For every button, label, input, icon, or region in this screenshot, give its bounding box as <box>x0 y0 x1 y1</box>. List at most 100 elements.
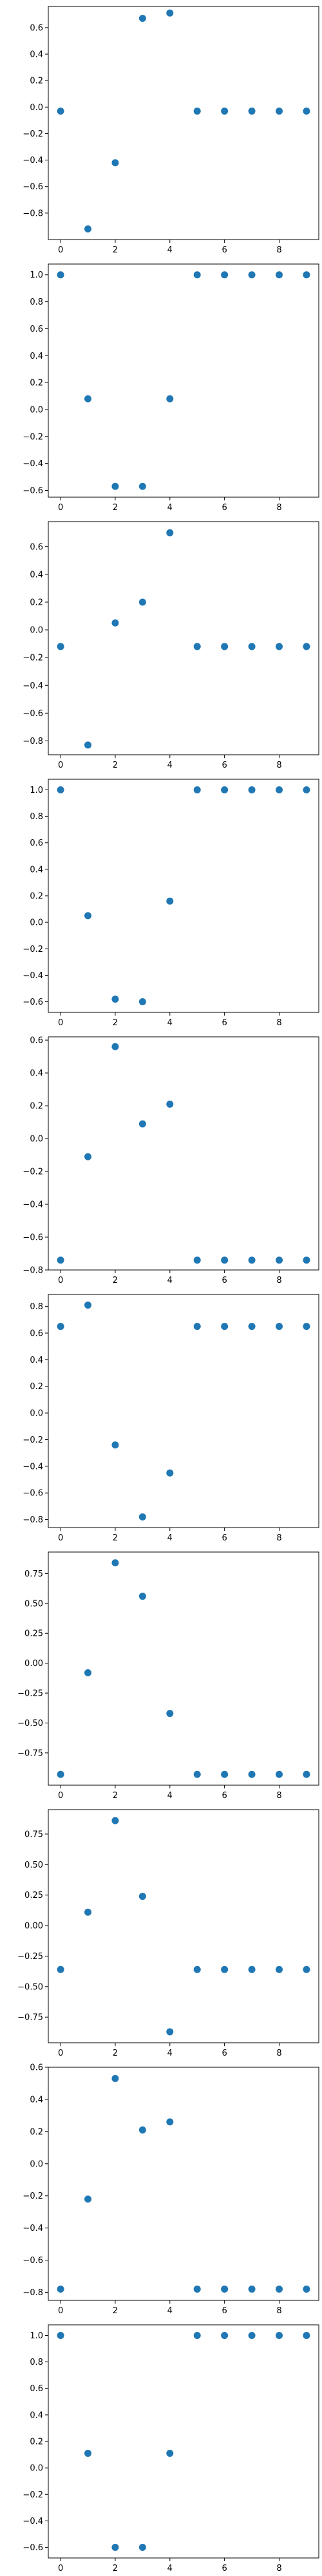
data-point <box>138 998 146 1006</box>
data-point <box>303 1323 310 1331</box>
x-tick-label: 6 <box>222 503 227 513</box>
data-point <box>248 107 256 115</box>
x-tick-label: 2 <box>113 245 118 255</box>
y-tick-label: 0.4 <box>30 2095 43 2105</box>
y-tick-label: −0.4 <box>23 681 43 691</box>
x-tick-label: 0 <box>58 1018 63 1028</box>
x-tick-label: 8 <box>276 761 281 770</box>
plot-area <box>48 2067 319 2301</box>
y-tick-label: −0.4 <box>23 2224 43 2233</box>
data-point <box>303 1256 310 1264</box>
x-tick-label: 2 <box>113 1018 118 1028</box>
x-tick-label: 8 <box>276 2049 281 2058</box>
data-point <box>57 643 64 650</box>
data-point <box>111 482 119 490</box>
data-point <box>166 1469 174 1477</box>
data-point <box>193 2286 201 2293</box>
x-tick-label: 4 <box>167 2049 173 2058</box>
y-tick-label: 0.00 <box>24 1922 43 1931</box>
y-tick-label: 0.2 <box>30 2438 43 2447</box>
x-tick-label: 4 <box>167 245 173 255</box>
chart-panel-6: 0.8 0.6 0.4 0.2 0.0 −0.2 −0.4 −0.6 −0.8 0 2 4 6 8 <box>23 1294 319 1543</box>
x-tick-label: 6 <box>222 1276 227 1285</box>
y-tick-label: −0.6 <box>23 1489 43 1499</box>
data-point <box>57 1323 64 1331</box>
data-point <box>303 107 310 115</box>
data-point <box>275 1323 283 1331</box>
data-point <box>275 1965 283 1973</box>
y-tick-label: −0.6 <box>23 998 43 1007</box>
x-tick-label: 8 <box>276 2306 281 2316</box>
chart-panel-3: 0.6 0.4 0.2 0.0 −0.2 −0.4 −0.6 −0.8 0 2 4 6 8 <box>23 521 319 770</box>
x-tick-label: 8 <box>276 2564 281 2573</box>
data-point <box>248 1770 256 1778</box>
y-tick-label: 0.4 <box>30 1356 43 1365</box>
data-point <box>138 1120 146 1128</box>
data-point <box>221 1965 229 1973</box>
y-tick-label: 0.6 <box>30 838 43 848</box>
y-tick-label: −0.25 <box>17 1689 43 1699</box>
x-tick-label: 4 <box>167 2564 173 2573</box>
y-tick-label: 0.4 <box>30 352 43 361</box>
plot-area <box>48 6 319 240</box>
x-tick-label: 8 <box>276 245 281 255</box>
data-point <box>221 1323 229 1331</box>
data-point <box>84 225 92 233</box>
data-point <box>111 1441 119 1449</box>
x-tick-label: 0 <box>58 503 63 513</box>
y-tick-label: 0.2 <box>30 892 43 902</box>
y-tick-label: 0.6 <box>30 2384 43 2394</box>
data-point <box>193 1770 201 1778</box>
y-tick-label: 0.75 <box>24 1830 43 1839</box>
data-point <box>111 2074 119 2082</box>
y-tick-label: −0.6 <box>23 2256 43 2266</box>
data-point <box>84 395 92 402</box>
y-tick-label: 0.00 <box>24 1659 43 1669</box>
data-point <box>275 1770 283 1778</box>
data-point <box>138 1593 146 1600</box>
y-tick-label: 0.50 <box>24 1861 43 1870</box>
data-point <box>111 995 119 1003</box>
chart-panel-5: 0.6 0.4 0.2 0.0 −0.2 −0.4 −0.6 −0.8 0 2 4 6 8 <box>23 1036 319 1285</box>
data-point <box>275 786 283 793</box>
plot-area <box>48 1809 319 2043</box>
data-point <box>111 1043 119 1050</box>
data-point <box>221 1770 229 1778</box>
data-point <box>166 9 174 17</box>
x-tick-label: 0 <box>58 1276 63 1285</box>
y-tick-label: −0.2 <box>23 1435 43 1445</box>
data-point <box>111 2544 119 2552</box>
x-tick-label: 2 <box>113 1276 118 1285</box>
data-point <box>248 786 256 793</box>
data-point <box>57 1965 64 1973</box>
data-point <box>111 159 119 167</box>
y-tick-label: −0.8 <box>23 209 43 218</box>
data-point <box>221 107 229 115</box>
data-point <box>303 271 310 279</box>
y-tick-label: −0.6 <box>23 1233 43 1243</box>
y-tick-label: 0.8 <box>30 2358 43 2367</box>
data-point <box>166 1710 174 1718</box>
data-point <box>138 2126 146 2134</box>
x-tick-label: 6 <box>222 1018 227 1028</box>
data-point <box>303 1770 310 1778</box>
y-tick-label: −0.4 <box>23 459 43 469</box>
data-point <box>57 786 64 793</box>
x-tick-label: 8 <box>276 1018 281 1028</box>
y-tick-label: 0.2 <box>30 77 43 86</box>
data-point <box>248 643 256 650</box>
y-tick-label: −0.2 <box>23 2490 43 2500</box>
data-point <box>193 271 201 279</box>
data-point <box>303 2331 310 2339</box>
x-tick-label: 0 <box>58 761 63 770</box>
x-tick-label: 0 <box>58 2564 63 2573</box>
data-point <box>166 2450 174 2458</box>
data-point <box>193 107 201 115</box>
y-tick-label: −0.8 <box>23 2288 43 2298</box>
y-tick-label: 0.0 <box>30 918 43 928</box>
data-point <box>275 2331 283 2339</box>
data-point <box>193 1965 201 1973</box>
data-point <box>84 1153 92 1160</box>
data-point <box>166 2028 174 2036</box>
plot-area <box>48 521 319 755</box>
